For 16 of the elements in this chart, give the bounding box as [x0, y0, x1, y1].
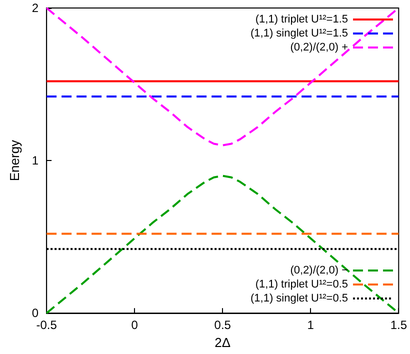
y-tick-label: 1: [32, 154, 39, 168]
y-tick-label: 2: [32, 1, 39, 15]
legend-label: (1,1) triplet U¹²=0.5: [255, 278, 348, 290]
x-tick-label: 1.5: [390, 318, 408, 332]
x-tick-label: 0: [131, 318, 138, 332]
legend-label: (0,2)/(2,0) +: [290, 42, 348, 54]
y-axis-title: Energy: [7, 139, 22, 182]
x-tick-label: -0.5: [36, 318, 58, 332]
legend-label: (1,1) singlet U¹²=0.5: [250, 292, 348, 304]
y-tick-label: 0: [32, 306, 39, 320]
x-tick-label: 1: [307, 318, 314, 332]
x-axis-title: 2Δ: [214, 335, 231, 350]
x-tick-label: 0.5: [214, 318, 232, 332]
legend-label: (0,2)/(2,0) −: [290, 264, 348, 276]
legend-label: (1,1) singlet U¹²=1.5: [250, 28, 348, 40]
legend-label: (1,1) triplet U¹²=1.5: [255, 14, 348, 26]
